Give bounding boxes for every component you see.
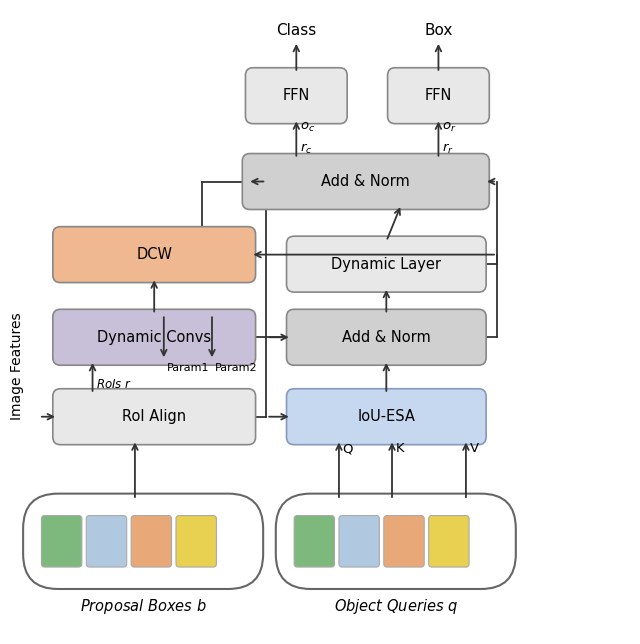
FancyBboxPatch shape xyxy=(53,389,255,445)
Text: Dynamic Layer: Dynamic Layer xyxy=(332,257,442,272)
Text: Param2: Param2 xyxy=(215,363,258,373)
Text: Object Queries $q$: Object Queries $q$ xyxy=(333,596,458,616)
Text: $o_r$: $o_r$ xyxy=(442,121,456,134)
Text: Param1: Param1 xyxy=(167,363,209,373)
FancyBboxPatch shape xyxy=(287,309,486,365)
FancyBboxPatch shape xyxy=(246,68,347,124)
FancyBboxPatch shape xyxy=(131,516,172,567)
Text: Add & Norm: Add & Norm xyxy=(342,330,431,345)
FancyBboxPatch shape xyxy=(384,516,424,567)
Text: $r_r$: $r_r$ xyxy=(442,142,454,156)
FancyBboxPatch shape xyxy=(388,68,490,124)
FancyBboxPatch shape xyxy=(53,227,255,283)
Text: Q: Q xyxy=(343,442,353,455)
FancyBboxPatch shape xyxy=(42,516,82,567)
Text: Add & Norm: Add & Norm xyxy=(321,174,410,189)
Text: $o_c$: $o_c$ xyxy=(300,121,315,134)
FancyBboxPatch shape xyxy=(276,494,516,589)
Text: IoU-ESA: IoU-ESA xyxy=(357,409,415,424)
Text: Proposal Boxes $b$: Proposal Boxes $b$ xyxy=(80,596,207,616)
FancyBboxPatch shape xyxy=(243,153,490,209)
Text: Dynamic Convs: Dynamic Convs xyxy=(97,330,211,345)
Text: Class: Class xyxy=(276,23,316,38)
FancyBboxPatch shape xyxy=(287,389,486,445)
FancyBboxPatch shape xyxy=(176,516,216,567)
FancyBboxPatch shape xyxy=(429,516,469,567)
FancyBboxPatch shape xyxy=(339,516,380,567)
Text: RoIs $r$: RoIs $r$ xyxy=(97,378,132,392)
Text: $r_c$: $r_c$ xyxy=(300,142,312,156)
FancyBboxPatch shape xyxy=(287,236,486,292)
Text: DCW: DCW xyxy=(136,247,172,262)
Text: K: K xyxy=(396,442,404,455)
Text: FFN: FFN xyxy=(283,88,310,103)
FancyBboxPatch shape xyxy=(86,516,127,567)
FancyBboxPatch shape xyxy=(23,494,263,589)
FancyBboxPatch shape xyxy=(294,516,335,567)
Text: FFN: FFN xyxy=(425,88,452,103)
Text: Image Features: Image Features xyxy=(10,312,24,420)
Text: RoI Align: RoI Align xyxy=(122,409,186,424)
FancyBboxPatch shape xyxy=(53,309,255,365)
Text: V: V xyxy=(470,442,479,455)
Text: Box: Box xyxy=(424,23,452,38)
